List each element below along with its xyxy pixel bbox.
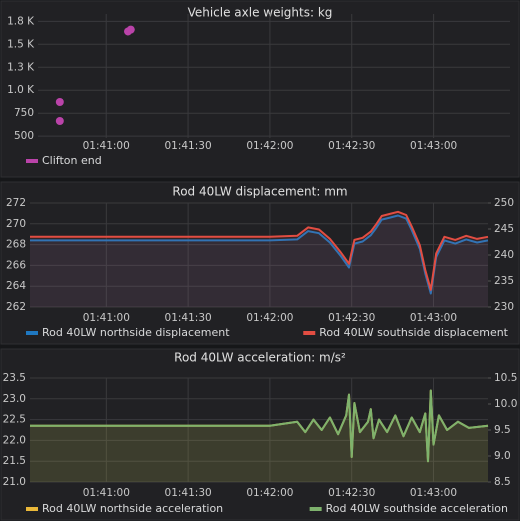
point [55,97,64,106]
legend-label: Rod 40LW southside displacement [319,326,508,339]
y2-tick-label: 235 [494,275,514,287]
area-fill [30,390,488,482]
legend-label: Rod 40LW northside acceleration [42,502,223,515]
y-tick-label: 23.5 [3,372,26,384]
y-tick-label: 1.3 K [7,61,35,73]
x-tick-label: 01:41:00 [83,487,130,499]
y-tick-label: 21.5 [3,455,26,467]
y2-tick-label: 9.0 [494,450,511,462]
y-tick-label: 266 [6,259,26,271]
y-tick-label: 1.5 K [7,38,35,50]
x-tick-label: 01:42:30 [328,312,375,324]
y-tick-label: 270 [6,218,26,230]
panel-title: Vehicle axle weights: kg [188,6,333,20]
legend-label: Rod 40LW southside acceleration [326,502,508,515]
x-tick-label: 01:43:00 [410,312,457,324]
panel-title: Rod 40LW displacement: mm [172,185,347,199]
x-tick-label: 01:41:30 [165,487,212,499]
y2-tick-label: 250 [494,197,514,209]
legend-swatch [26,507,38,511]
y-tick-label: 1.8 K [7,15,35,27]
point [126,25,135,34]
panel [0,0,520,178]
x-tick-label: 01:42:30 [328,140,375,152]
line [30,210,489,291]
area-fill [30,390,488,482]
legend-label: Rod 40LW northside displacement [42,326,230,339]
x-tick-label: 01:41:00 [83,312,130,324]
point [55,117,64,126]
y2-tick-label: 10.5 [494,372,517,384]
x-tick-label: 01:43:00 [410,487,457,499]
y2-tick-label: 10.0 [494,398,517,410]
x-tick-label: 01:41:00 [83,140,130,152]
panel-title: Rod 40LW acceleration: m/s² [174,351,346,365]
x-tick-label: 01:41:30 [164,140,211,152]
area-fill [30,211,488,307]
x-tick-label: 01:41:30 [165,312,212,324]
y-tick-label: 272 [6,197,26,209]
legend-swatch [26,331,38,335]
y2-tick-label: 8.5 [494,476,511,488]
legend-swatch [303,331,316,335]
y-tick-label: 750 [14,107,34,119]
y2-tick-label: 245 [494,223,514,235]
panel [0,181,520,345]
y2-tick-label: 230 [494,301,514,313]
x-tick-label: 01:42:00 [246,487,293,499]
y-tick-label: 268 [6,239,26,251]
y2-tick-label: 9.5 [494,424,511,436]
y-tick-label: 1.0 K [7,84,35,96]
y-tick-label: 264 [6,280,26,292]
area-fill [30,215,488,307]
y-tick-label: 500 [14,130,34,142]
line [30,389,489,463]
y-tick-label: 23.0 [3,393,26,405]
x-tick-label: 01:42:00 [246,140,293,152]
y-tick-label: 22.5 [3,414,26,426]
y-tick-label: 22.0 [3,434,26,446]
legend-swatch [309,507,322,511]
y-tick-label: 21.0 [3,476,26,488]
x-tick-label: 01:42:30 [328,487,375,499]
legend-label: Clifton end [42,154,102,167]
line [30,214,489,295]
x-tick-label: 01:42:00 [246,312,293,324]
y2-tick-label: 240 [494,249,514,261]
y-tick-label: 262 [6,301,26,313]
legend-swatch [26,159,38,163]
x-tick-label: 01:43:00 [410,140,457,152]
